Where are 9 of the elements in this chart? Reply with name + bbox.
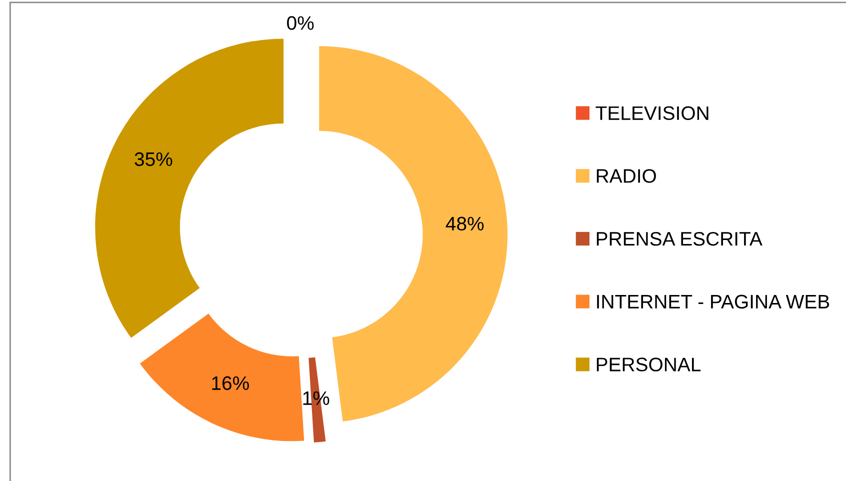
data-label: 35% — [134, 152, 172, 166]
legend-label: RADIO — [596, 169, 656, 183]
data-label: 48% — [446, 216, 484, 231]
legend-label: PERSONAL — [596, 358, 701, 372]
legend-label: INTERNET - PAGINA WEB — [597, 294, 830, 309]
legend-label: TELEVISION — [596, 106, 708, 120]
data-label: 16% — [212, 376, 249, 390]
text: 0% — [287, 16, 314, 30]
legend-label: PRENSA ESCRITA — [596, 232, 762, 246]
